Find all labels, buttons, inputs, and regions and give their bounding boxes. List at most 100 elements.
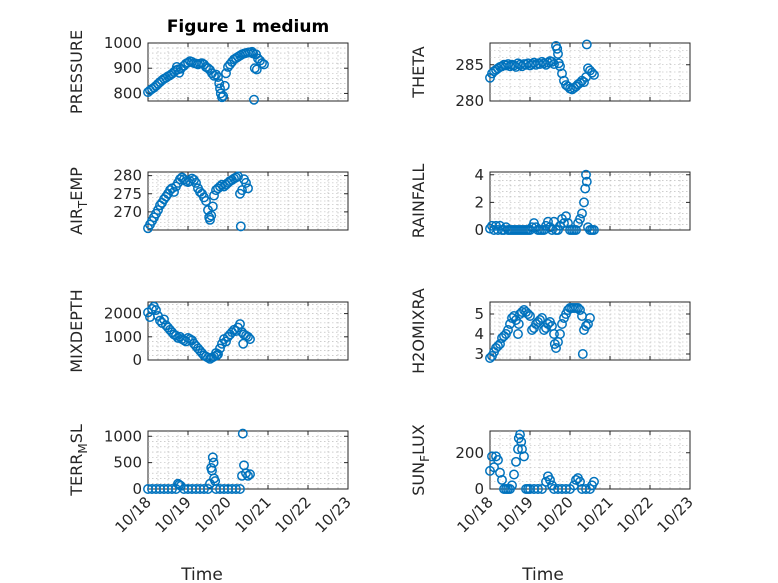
data-point — [213, 72, 223, 82]
data-point — [495, 339, 505, 349]
y-tick-label: 0 — [132, 351, 142, 369]
data-point — [513, 319, 524, 329]
y-tick-label: 275 — [113, 185, 142, 203]
data-point — [493, 341, 503, 351]
data-point — [543, 216, 553, 227]
y-tick-label: 800 — [113, 84, 142, 102]
data-point — [241, 468, 251, 479]
data-point — [581, 321, 591, 331]
data-point — [509, 469, 519, 480]
data-point — [573, 303, 583, 313]
data-point — [221, 68, 231, 79]
data-point — [235, 484, 245, 494]
data-point — [199, 484, 209, 494]
y-tick-label: 5 — [474, 305, 484, 323]
data-point — [537, 484, 547, 494]
data-point — [549, 59, 559, 69]
y-tick-label: 500 — [113, 454, 142, 472]
x-tick-label: 10/23 — [312, 493, 355, 536]
subplot-rainfall: 0 2 4 RAINFALL — [409, 164, 691, 239]
data-point — [259, 59, 269, 70]
subplot-mixdepth: 0 1000 2000 MIXDEPTH — [67, 289, 349, 373]
data-point — [241, 177, 251, 188]
data-point — [507, 480, 517, 491]
data-point — [249, 63, 260, 74]
data-point — [151, 305, 161, 316]
data-point — [209, 70, 219, 81]
data-point — [581, 169, 591, 180]
data-point — [201, 196, 211, 206]
x-tick-label: 10/22 — [272, 493, 315, 536]
data-point — [561, 211, 571, 222]
y-tick-label: 1000 — [104, 328, 142, 346]
data-point — [237, 185, 247, 196]
data-point — [555, 329, 565, 339]
y-axis-label: PRESSURE — [67, 30, 86, 114]
data-point — [237, 428, 248, 439]
data-point — [207, 201, 218, 212]
data-point — [589, 476, 599, 487]
data-point — [243, 183, 253, 194]
data-point — [218, 91, 229, 101]
data-point — [503, 325, 513, 335]
data-point — [169, 186, 179, 197]
data-point — [571, 225, 581, 235]
data-point — [513, 329, 523, 339]
x-tick-label: 10/21 — [232, 493, 275, 536]
y-axis-label: TERRMSL — [67, 424, 90, 497]
data-point — [533, 484, 543, 494]
data-point — [517, 307, 527, 317]
data-point — [519, 451, 529, 462]
subplot-pressure: 800 900 1000 PRESSURE Figure 1 medium — [67, 17, 349, 114]
data-point — [516, 436, 527, 447]
x-axis-label: Time — [521, 565, 564, 583]
data-point — [213, 349, 223, 360]
y-tick-label: 4 — [474, 166, 484, 184]
data-point — [249, 94, 259, 105]
y-axis-label: AIRTEMP — [67, 167, 90, 235]
y-tick-label: 200 — [455, 444, 484, 462]
data-point — [153, 205, 163, 216]
data-point — [185, 176, 195, 187]
data-point — [552, 43, 563, 54]
data-point — [589, 225, 599, 235]
data-point — [243, 331, 253, 342]
data-point — [587, 67, 597, 78]
x-tick-label: 10/23 — [654, 493, 697, 536]
data-point — [219, 80, 230, 91]
subplot-theta: 280 285 THETA — [409, 39, 691, 110]
y-tick-label: 0 — [474, 221, 484, 239]
data-point — [580, 183, 591, 194]
x-tick-label: 10/19 — [152, 493, 195, 536]
data-point — [535, 315, 545, 325]
data-point — [215, 181, 225, 192]
data-point — [173, 478, 183, 489]
data-point — [559, 218, 569, 229]
data-point — [537, 313, 547, 323]
y-axis-label: H2OMIXRA — [409, 288, 428, 374]
data-point — [577, 208, 587, 219]
x-tick-label: 10/22 — [614, 493, 657, 536]
data-point — [577, 349, 588, 359]
data-point — [227, 327, 237, 338]
y-tick-label: 270 — [113, 203, 142, 221]
data-point — [206, 210, 217, 221]
data-point — [217, 179, 227, 190]
data-point — [551, 343, 561, 353]
x-tick-label: 10/19 — [494, 493, 537, 536]
data-point — [579, 197, 589, 208]
data-point — [515, 429, 525, 440]
x-tick-label: 10/18 — [112, 493, 155, 536]
y-axis-label: THETA — [409, 46, 428, 98]
data-point — [553, 48, 563, 59]
data-point — [589, 69, 599, 80]
x-tick-label: 10/20 — [192, 493, 235, 536]
data-point — [245, 469, 255, 480]
data-point — [549, 329, 559, 339]
data-point — [581, 39, 592, 50]
data-point — [167, 484, 177, 494]
data-point — [233, 171, 243, 182]
y-tick-label: 2 — [474, 193, 484, 211]
data-point — [557, 319, 567, 329]
